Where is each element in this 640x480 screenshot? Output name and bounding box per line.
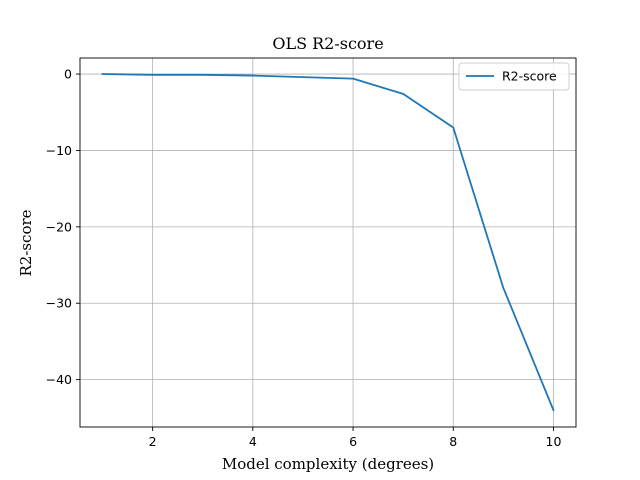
x-tick-label: 8	[449, 434, 457, 449]
y-tick-label: −40	[46, 372, 72, 387]
series-line-r2-score	[101, 73, 555, 412]
legend-label-r2-score: R2-score	[502, 69, 557, 84]
y-tick-label: −30	[46, 296, 72, 311]
axes-frame	[79, 57, 577, 428]
x-axis-label: Model complexity (degrees)	[222, 455, 434, 473]
chart-title: OLS R2-score	[272, 34, 383, 53]
y-axis-label: R2-score	[17, 209, 35, 276]
x-tick-label: 10	[546, 434, 562, 449]
x-tick-label: 2	[149, 434, 157, 449]
x-tick-label: 4	[249, 434, 257, 449]
legend: R2-score	[458, 62, 570, 91]
y-tick-label: 0	[64, 67, 72, 82]
series-layer	[101, 73, 555, 412]
x-tick-label: 6	[349, 434, 357, 449]
grid	[80, 58, 576, 427]
legend-box	[458, 62, 570, 91]
ticks: 2 4 6 8 10 0 −10 −20 −30 −40	[46, 67, 562, 449]
y-tick-label: −20	[46, 219, 72, 234]
y-tick-label: −10	[46, 143, 72, 158]
